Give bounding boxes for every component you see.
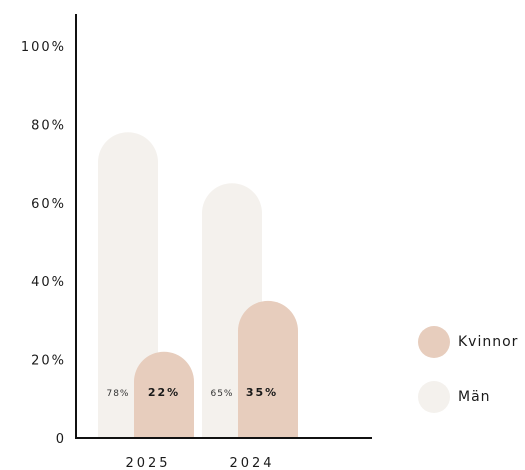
y-tick-label: 20% [31, 354, 66, 369]
bar-kvinnor-2024 [238, 300, 298, 438]
y-tick-labels: 0 20% 40% 60% 80% 100% [21, 40, 66, 447]
legend-item-man: Män [418, 381, 518, 413]
y-tick-label: 40% [31, 275, 66, 290]
x-tick-labels: 2025 2024 [125, 456, 274, 470]
data-label-man-2024: 65% [210, 389, 233, 399]
bar-kvinnor-2025 [134, 351, 194, 438]
legend-item-kvinnor: Kvinnor [418, 326, 518, 358]
legend: Kvinnor Män [418, 326, 518, 436]
x-tick-label: 2025 [125, 456, 170, 470]
y-tick-label: 80% [31, 118, 66, 133]
y-tick-label: 0 [56, 432, 66, 447]
y-tick-label: 100% [21, 40, 66, 55]
x-tick-label: 2024 [229, 456, 274, 470]
legend-swatch-kvinnor [418, 326, 450, 358]
legend-swatch-man [418, 381, 450, 413]
data-label-man-2025: 78% [106, 389, 129, 399]
bars-layer [98, 132, 298, 438]
legend-label-man: Män [458, 389, 491, 405]
data-label-kvinnor-2025: 22% [148, 386, 180, 399]
data-label-kvinnor-2024: 35% [246, 386, 278, 399]
legend-label-kvinnor: Kvinnor [458, 334, 519, 350]
value-labels-layer: 78% 22% 65% 35% [106, 386, 278, 399]
y-tick-label: 60% [31, 197, 66, 212]
